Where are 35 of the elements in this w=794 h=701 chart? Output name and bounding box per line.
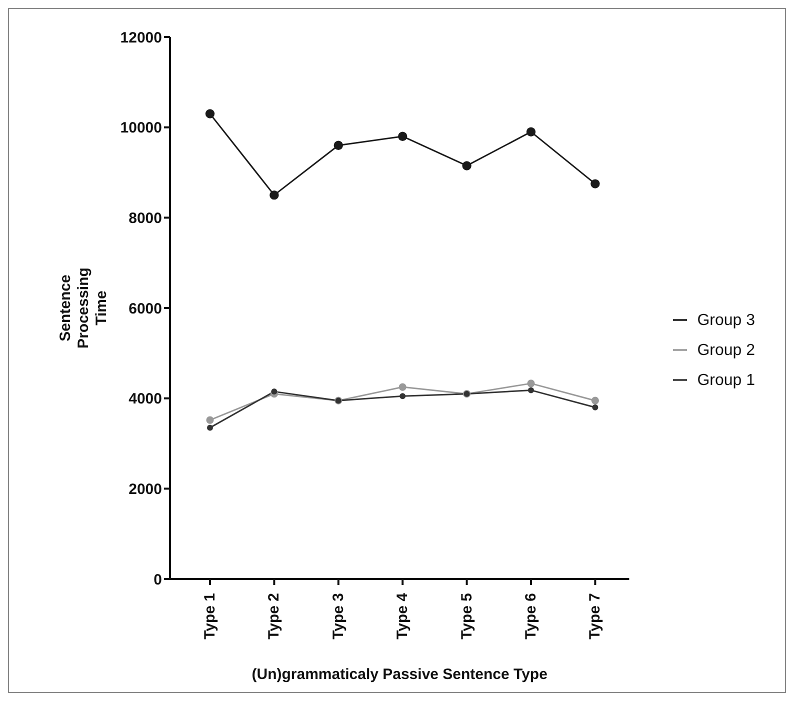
x-tick-label: Type 1 <box>202 593 218 640</box>
point <box>205 109 215 118</box>
point <box>462 161 472 170</box>
legend-label: Group 3 <box>697 312 755 328</box>
y-tick-label: 8000 <box>128 210 162 227</box>
y-tick-label: 0 <box>154 571 162 588</box>
point <box>528 387 534 394</box>
point <box>591 396 599 404</box>
x-tick-label: Type 3 <box>330 593 347 640</box>
point <box>527 380 535 388</box>
legend-label: Group 1 <box>697 372 755 388</box>
point <box>526 127 536 136</box>
y-axis-title: Sentence Processing Time <box>57 268 110 348</box>
x-tick-label: Type 5 <box>458 593 476 640</box>
x-axis-title: (Un)grammaticaly Passive Sentence Type <box>252 666 548 683</box>
x-tick-label: Type 7 <box>586 593 604 640</box>
point <box>398 132 408 141</box>
x-tick-label: Type 6 <box>522 593 540 640</box>
y-tick-label: 4000 <box>128 390 162 408</box>
y-tick-label: 10000 <box>120 120 162 137</box>
point <box>400 393 406 400</box>
point <box>271 388 278 395</box>
point <box>334 140 343 150</box>
y-tick-label: 6000 <box>128 300 162 318</box>
point <box>207 424 213 431</box>
point <box>206 416 214 424</box>
point <box>398 383 406 391</box>
point <box>270 190 279 200</box>
point <box>592 404 598 410</box>
x-tick-label: Type 2 <box>266 593 283 640</box>
x-tick-label: Type 4 <box>394 592 412 640</box>
y-tick-label: 2000 <box>128 480 162 498</box>
y-tick-label: 12000 <box>120 29 162 46</box>
point <box>590 179 600 188</box>
legend-label: Group 2 <box>697 342 755 358</box>
